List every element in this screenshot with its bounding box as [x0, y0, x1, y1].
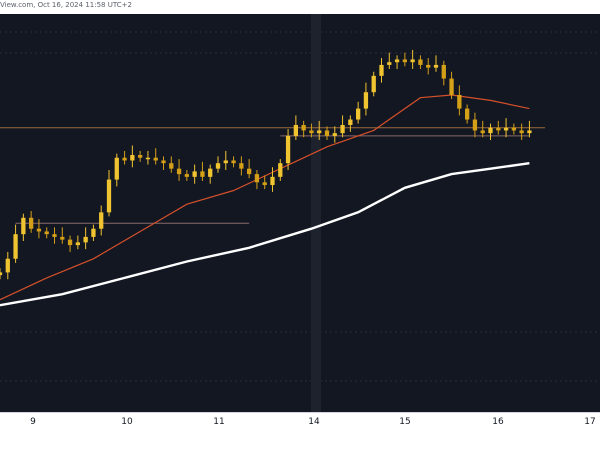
level-lines — [0, 127, 545, 224]
candle-body — [239, 163, 244, 169]
x-tick-label: 14 — [308, 417, 320, 427]
candle-body — [379, 64, 384, 76]
candle-body — [285, 135, 291, 164]
candle-body — [130, 155, 135, 161]
crosshair-band — [311, 14, 321, 412]
candle-body — [247, 168, 252, 175]
candle-body — [519, 130, 524, 134]
candle-body — [340, 124, 345, 134]
candle-body — [503, 127, 509, 131]
candle-body — [99, 212, 104, 229]
x-tick-label: 17 — [584, 417, 596, 427]
candle-body — [60, 236, 65, 240]
candle-body — [496, 127, 501, 131]
candle-body — [332, 133, 337, 136]
candle-body — [441, 64, 446, 79]
candle-body — [356, 108, 361, 120]
price-chart[interactable] — [0, 14, 600, 412]
candle-body — [200, 171, 205, 177]
chart-header: View.com, Oct 16, 2024 11:58 UTC+2 — [0, 0, 600, 14]
candle-body — [153, 157, 158, 161]
x-tick-label: 10 — [121, 417, 133, 427]
candle-body — [208, 168, 213, 177]
candle-body — [75, 242, 80, 246]
candle-body — [433, 64, 439, 68]
candle-body — [5, 258, 10, 273]
candle-body — [29, 217, 34, 229]
candle-body — [472, 119, 478, 131]
candle-body — [480, 130, 485, 134]
ema-line — [0, 94, 530, 301]
candle-body — [511, 127, 516, 131]
candle-body — [449, 78, 454, 95]
x-tick-label: 9 — [30, 417, 36, 427]
x-axis: 9 10 11 14 15 16 17 — [0, 412, 600, 435]
candle-body — [91, 228, 96, 237]
candle-body — [83, 236, 88, 243]
candle-body — [402, 59, 407, 63]
candle-body — [293, 124, 298, 136]
candle-body — [122, 157, 127, 161]
candle-body — [254, 174, 260, 183]
candle-body — [192, 171, 197, 177]
candle-body — [457, 94, 462, 109]
source-timestamp: View.com, Oct 16, 2024 11:58 UTC+2 — [0, 1, 132, 9]
candle-body — [348, 119, 353, 125]
long-ma-line — [0, 162, 530, 307]
candle-body — [0, 272, 3, 276]
x-tick-label: 11 — [213, 417, 225, 427]
candle-body — [169, 163, 174, 169]
candle-body — [145, 157, 151, 160]
candle-body — [301, 124, 306, 131]
x-tick-label: 15 — [399, 417, 411, 427]
candle-body — [309, 130, 314, 134]
candle-body — [371, 75, 376, 93]
grid-lines — [0, 14, 600, 412]
candle-body — [363, 92, 369, 109]
candle-body — [278, 163, 283, 177]
candle-body — [215, 163, 221, 169]
candle-body — [161, 160, 166, 164]
moving-averages — [0, 94, 530, 307]
x-tick-label: 16 — [492, 417, 504, 427]
candle-body — [317, 130, 322, 134]
candle-body — [418, 59, 423, 65]
candle-body — [36, 228, 42, 232]
candle-body — [324, 130, 330, 136]
candle-body — [106, 179, 112, 213]
candle-body — [231, 160, 236, 164]
candle-body — [387, 62, 392, 65]
candle-body — [223, 160, 228, 164]
candle-body — [527, 130, 532, 134]
candle-body — [184, 174, 189, 177]
candle-body — [488, 127, 493, 134]
candle-body — [114, 157, 119, 180]
candle-body — [262, 182, 267, 186]
candle-body — [52, 234, 57, 237]
candle-body — [394, 59, 400, 63]
candle-body — [13, 234, 18, 259]
candles — [0, 49, 532, 280]
candle-body — [270, 176, 275, 186]
candle-body — [138, 155, 143, 158]
candle-body — [21, 217, 26, 235]
footer-area — [0, 434, 600, 450]
candle-body — [44, 231, 49, 235]
candle-body — [465, 108, 470, 120]
candle-body — [67, 239, 73, 246]
candle-body — [426, 64, 431, 68]
candle-body — [176, 168, 182, 175]
candle-body — [410, 59, 415, 63]
